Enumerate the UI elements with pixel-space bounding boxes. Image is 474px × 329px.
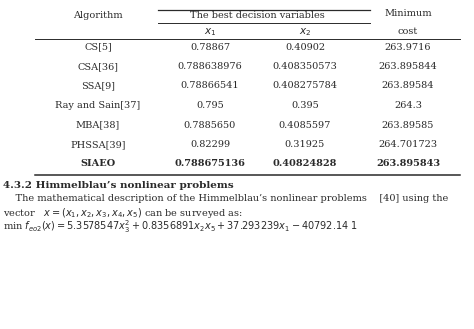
Text: $x_2$: $x_2$ — [299, 26, 311, 38]
Text: 0.795: 0.795 — [196, 101, 224, 110]
Text: cost: cost — [398, 28, 418, 37]
Text: 264.701723: 264.701723 — [378, 140, 438, 149]
Text: SSA[9]: SSA[9] — [81, 82, 115, 90]
Text: 0.788675136: 0.788675136 — [174, 160, 246, 168]
Text: The mathematical description of the Himmelblau’s nonlinear problems    [40] usin: The mathematical description of the Himm… — [3, 194, 448, 203]
Text: Minimum: Minimum — [384, 10, 432, 18]
Text: 4.3.2 Himmelblau’s nonlinear problems: 4.3.2 Himmelblau’s nonlinear problems — [3, 181, 234, 190]
Text: PHSSA[39]: PHSSA[39] — [70, 140, 126, 149]
Text: CSA[36]: CSA[36] — [78, 62, 118, 71]
Text: min $f_{eo2}(x) = 5.3578547x_3^2 + 0.8356891x_2x_5 + 37.293239x_1 - 40792.14\ 1$: min $f_{eo2}(x) = 5.3578547x_3^2 + 0.835… — [3, 218, 358, 235]
Text: SIAEO: SIAEO — [81, 160, 116, 168]
Text: 0.82299: 0.82299 — [190, 140, 230, 149]
Text: 263.89584: 263.89584 — [382, 82, 434, 90]
Text: $x_1$: $x_1$ — [204, 26, 216, 38]
Text: The best decision variables: The best decision variables — [190, 11, 325, 19]
Text: 263.89585: 263.89585 — [382, 120, 434, 130]
Text: 0.408350573: 0.408350573 — [273, 62, 337, 71]
Text: MBA[38]: MBA[38] — [76, 120, 120, 130]
Text: 0.7885650: 0.7885650 — [184, 120, 236, 130]
Text: vector   $x = (x_1, x_2, x_3, x_4, x_5)$ can be surveyed as:: vector $x = (x_1, x_2, x_3, x_4, x_5)$ c… — [3, 206, 243, 220]
Text: 0.78867: 0.78867 — [190, 42, 230, 52]
Text: 0.40902: 0.40902 — [285, 42, 325, 52]
Text: 263.895843: 263.895843 — [376, 160, 440, 168]
Text: 263.9716: 263.9716 — [385, 42, 431, 52]
Text: 0.788638976: 0.788638976 — [178, 62, 242, 71]
Text: 0.395: 0.395 — [291, 101, 319, 110]
Text: 0.4085597: 0.4085597 — [279, 120, 331, 130]
Text: 0.31925: 0.31925 — [285, 140, 325, 149]
Text: 264.3: 264.3 — [394, 101, 422, 110]
Text: 0.408275784: 0.408275784 — [273, 82, 337, 90]
Text: Algorithm: Algorithm — [73, 12, 123, 20]
Text: 0.78866541: 0.78866541 — [181, 82, 239, 90]
Text: 263.895844: 263.895844 — [379, 62, 438, 71]
Text: CS[5]: CS[5] — [84, 42, 112, 52]
Text: Ray and Sain[37]: Ray and Sain[37] — [55, 101, 141, 110]
Text: 0.40824828: 0.40824828 — [273, 160, 337, 168]
